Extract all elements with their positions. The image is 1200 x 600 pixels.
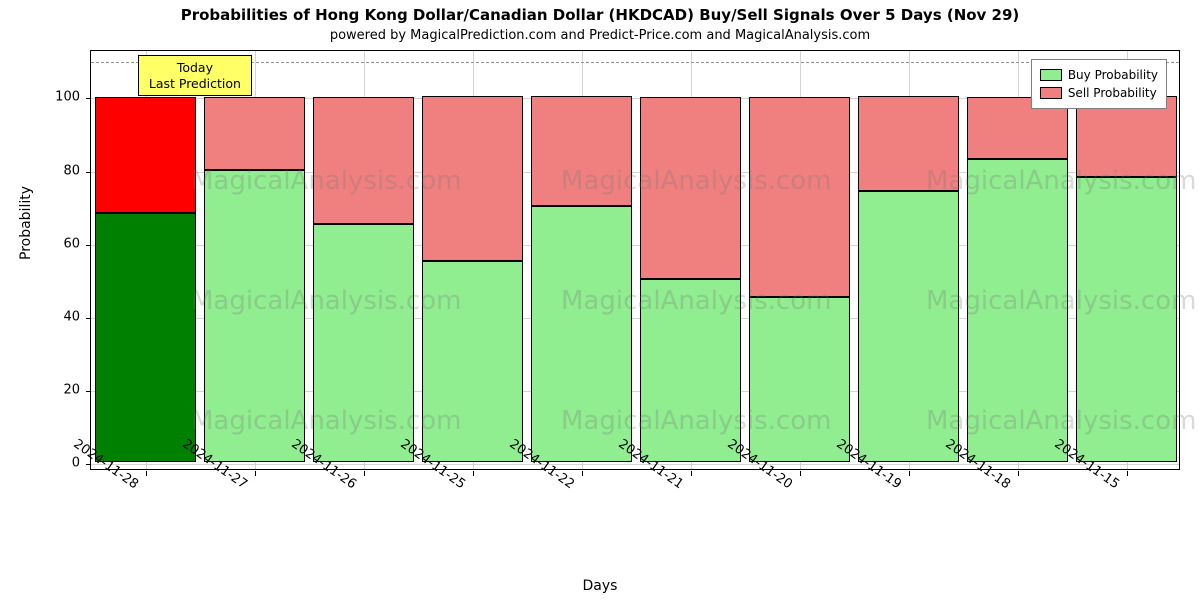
x-tick-mark bbox=[582, 471, 583, 476]
x-tick-mark bbox=[255, 471, 256, 476]
legend-item: Buy Probability bbox=[1040, 66, 1158, 84]
annotation-line: Today bbox=[149, 60, 241, 76]
bar-sell bbox=[422, 96, 522, 260]
y-tick-mark bbox=[86, 318, 91, 319]
y-tick-mark bbox=[86, 245, 91, 246]
legend-label: Sell Probability bbox=[1068, 84, 1157, 102]
x-tick-mark bbox=[909, 471, 910, 476]
plot-area: MagicalAnalysis.comMagicalAnalysis.comMa… bbox=[90, 50, 1180, 470]
bar-sell bbox=[204, 97, 304, 170]
y-tick-mark bbox=[86, 391, 91, 392]
y-tick-mark bbox=[86, 98, 91, 99]
legend-swatch bbox=[1040, 87, 1062, 99]
x-tick-mark bbox=[473, 471, 474, 476]
bar-sell bbox=[313, 97, 413, 225]
bar-buy bbox=[967, 159, 1067, 462]
bar-sell bbox=[858, 96, 958, 191]
legend-swatch bbox=[1040, 69, 1062, 81]
x-tick-mark bbox=[800, 471, 801, 476]
chart-subtitle: powered by MagicalPrediction.com and Pre… bbox=[0, 28, 1200, 43]
y-tick-label: 0 bbox=[0, 455, 80, 470]
x-axis-label: Days bbox=[0, 578, 1200, 594]
legend: Buy ProbabilitySell Probability bbox=[1031, 59, 1167, 109]
bar-sell bbox=[640, 97, 740, 280]
legend-label: Buy Probability bbox=[1068, 66, 1158, 84]
y-tick-label: 40 bbox=[0, 309, 80, 324]
figure: Probabilities of Hong Kong Dollar/Canadi… bbox=[0, 0, 1200, 600]
annotation-line: Last Prediction bbox=[149, 76, 241, 92]
x-tick-mark bbox=[364, 471, 365, 476]
bar-sell bbox=[95, 97, 195, 214]
y-tick-label: 60 bbox=[0, 236, 80, 251]
y-tick-mark bbox=[86, 464, 91, 465]
bar-sell bbox=[749, 97, 849, 298]
x-tick-mark bbox=[1018, 471, 1019, 476]
bar-sell bbox=[531, 96, 631, 206]
y-tick-label: 80 bbox=[0, 163, 80, 178]
bar-buy bbox=[1076, 177, 1176, 462]
legend-item: Sell Probability bbox=[1040, 84, 1158, 102]
annotation-today: TodayLast Prediction bbox=[138, 55, 252, 96]
x-tick-mark bbox=[146, 471, 147, 476]
bar-buy bbox=[313, 224, 413, 461]
y-tick-mark bbox=[86, 172, 91, 173]
x-tick-mark bbox=[691, 471, 692, 476]
y-tick-label: 20 bbox=[0, 382, 80, 397]
x-tick-mark bbox=[1127, 471, 1128, 476]
y-tick-label: 100 bbox=[0, 90, 80, 105]
chart-title: Probabilities of Hong Kong Dollar/Canadi… bbox=[0, 6, 1200, 24]
